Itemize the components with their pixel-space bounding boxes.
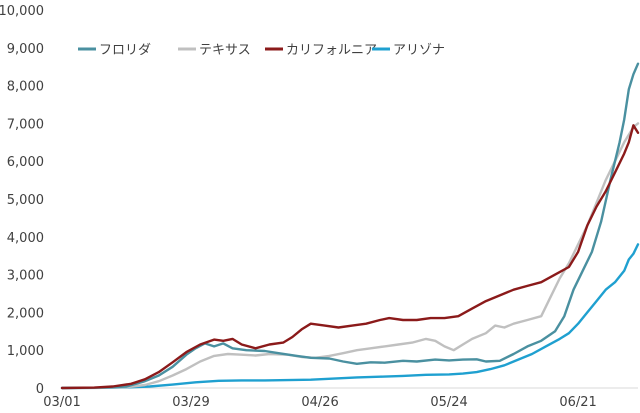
plot-area (60, 62, 640, 390)
y-tick-label: 3,000 (7, 269, 44, 284)
y-tick-label: 10,000 (0, 4, 44, 19)
legend-label: カリフォルニア (286, 43, 377, 58)
legend-item: フロリダ (78, 43, 151, 58)
series-line-3 (60, 243, 640, 390)
x-tick-label: 05/24 (430, 395, 467, 410)
x-tick-label: 03/29 (172, 395, 209, 410)
y-tick-label: 7,000 (7, 117, 44, 132)
x-tick-label: 04/26 (301, 395, 338, 410)
legend-label: アリゾナ (393, 43, 445, 58)
series-line-0 (60, 62, 640, 390)
x-tick-label: 06/21 (559, 395, 596, 410)
legend-label: フロリダ (99, 43, 151, 58)
series-line-1 (60, 122, 640, 390)
y-tick-label: 8,000 (7, 80, 44, 95)
y-axis: 0 1,000 2,000 3,000 4,000 5,000 6,000 7,000 8,00… (0, 4, 44, 397)
legend-item: カリフォルニア (265, 43, 377, 58)
series-line-2 (60, 124, 640, 390)
y-tick-label: 5,000 (7, 193, 44, 208)
y-tick-label: 1,000 (7, 344, 44, 359)
y-tick-label: 9,000 (7, 42, 44, 57)
x-axis: 03/01 03/29 04/26 05/24 06/21 (43, 387, 638, 410)
legend-item: アリゾナ (372, 43, 445, 58)
legend: フロリダ テキサス カリフォルニア アリゾナ (78, 43, 445, 58)
y-tick-label: 6,000 (7, 155, 44, 170)
y-tick-label: 0 (36, 382, 44, 397)
y-tick-label: 2,000 (7, 306, 44, 321)
legend-label: テキサス (199, 43, 251, 58)
x-tick-label: 03/01 (43, 395, 80, 410)
y-tick-label: 4,000 (7, 231, 44, 246)
legend-item: テキサス (178, 43, 251, 58)
